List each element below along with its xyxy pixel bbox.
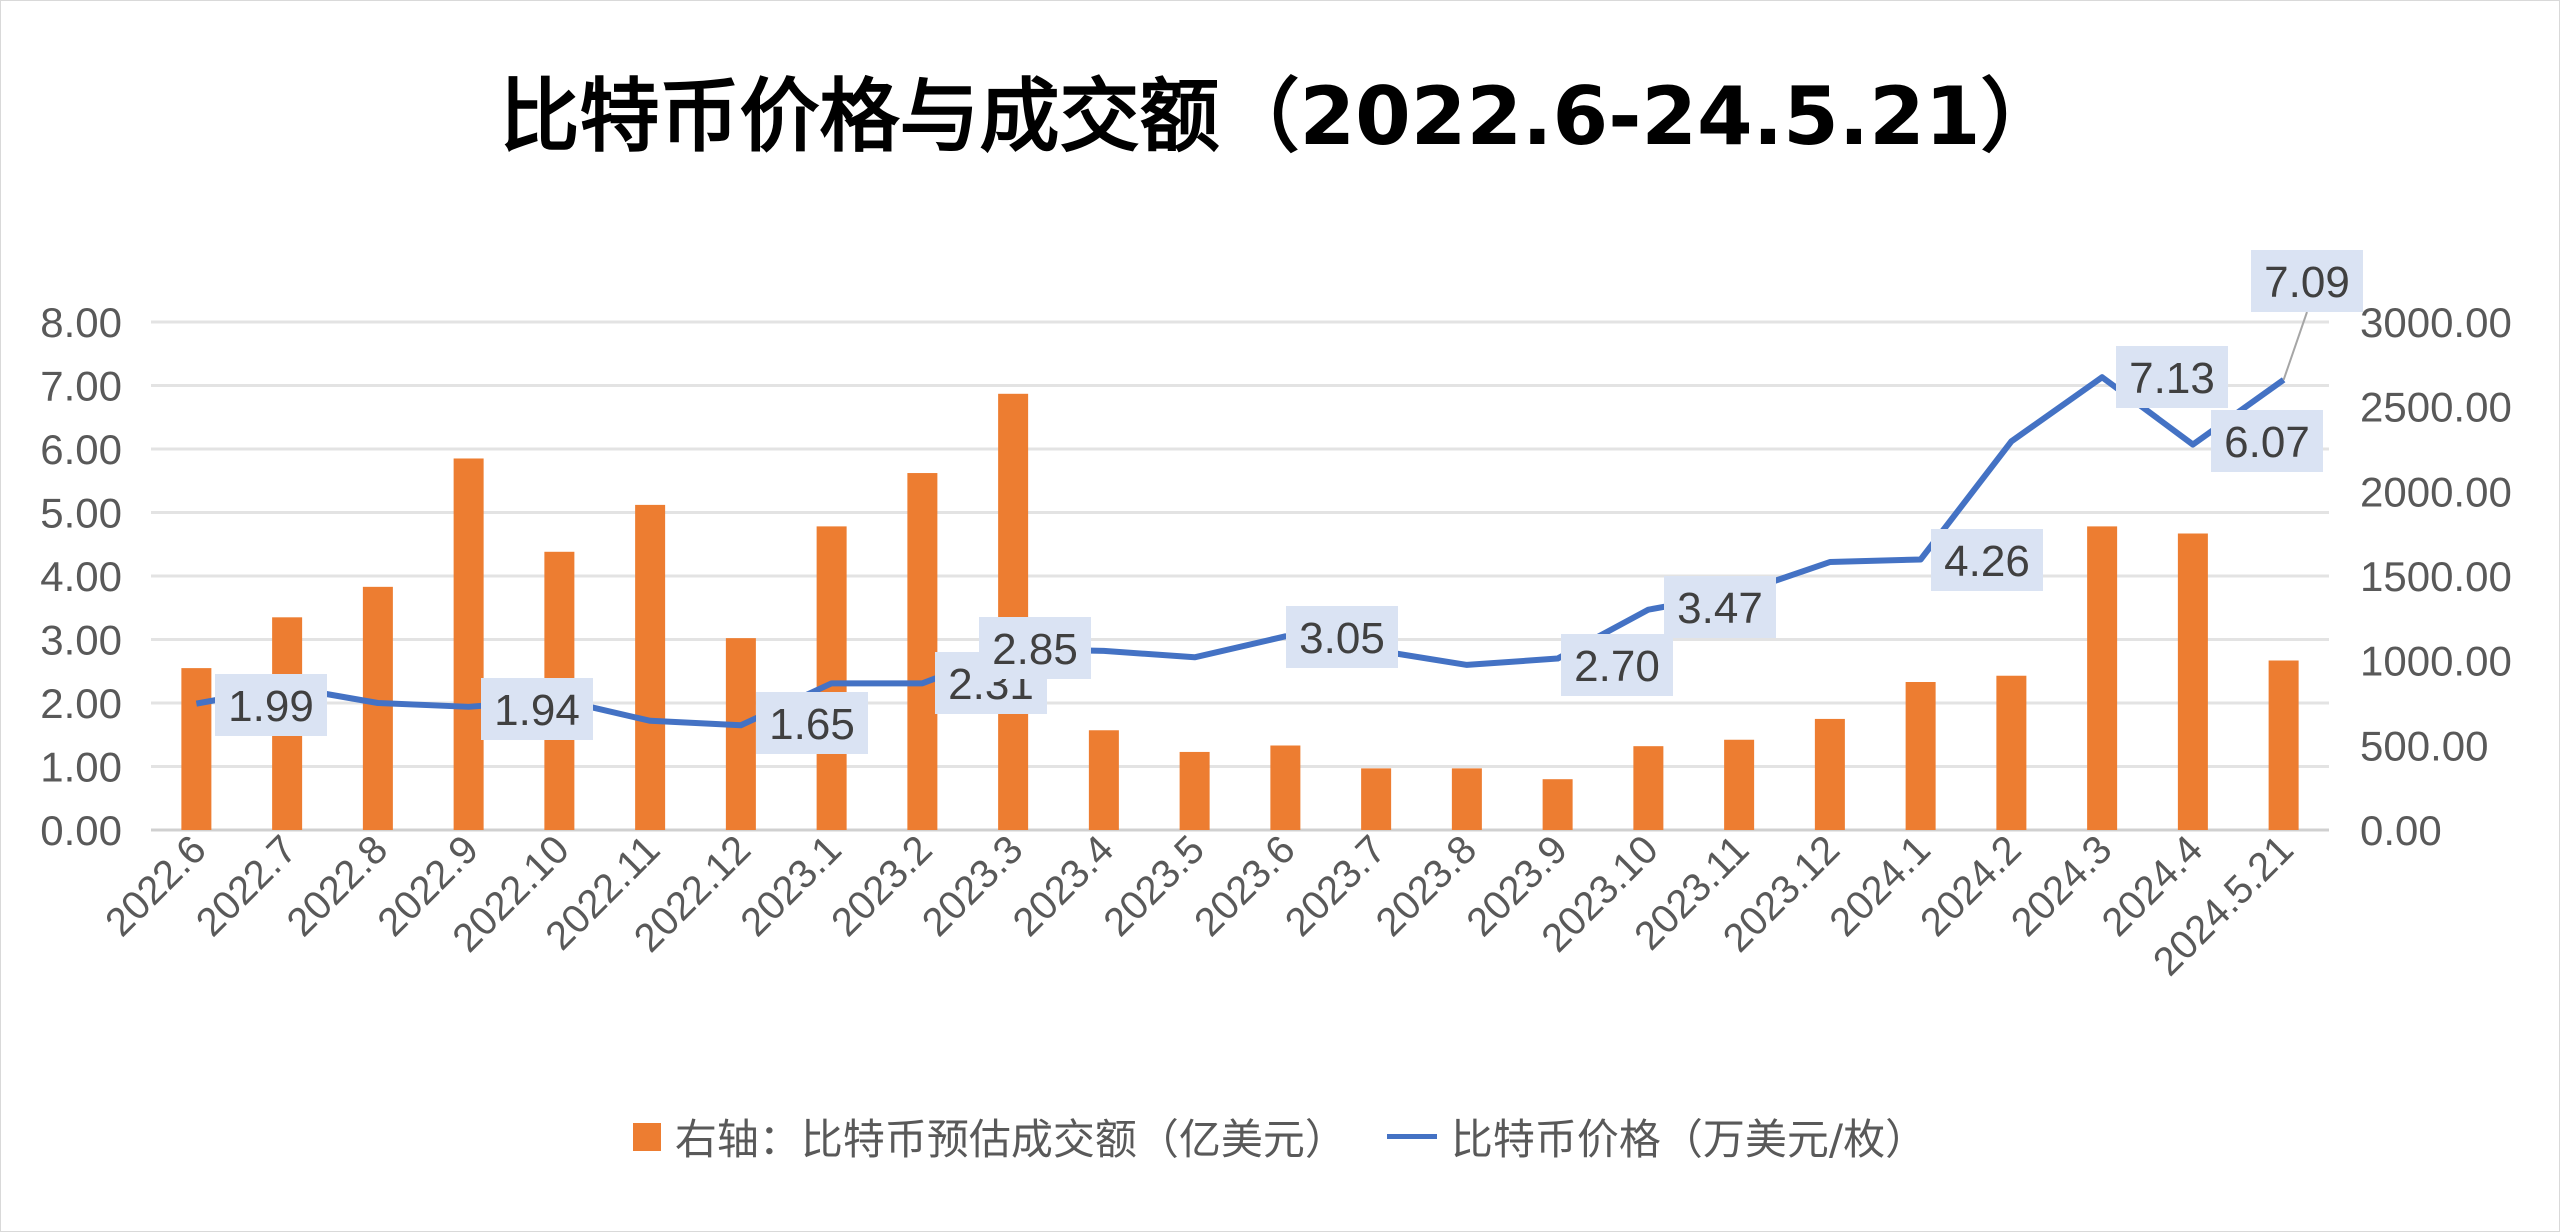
x-axis-tick: 2024.1 (1821, 827, 1939, 945)
right-axis-tick: 2500.00 (2360, 384, 2512, 431)
volume-bar (725, 638, 756, 830)
volume-bar (1179, 751, 1210, 830)
data-label: 6.07 (2224, 418, 2310, 467)
x-axis-tick: 2023.6 (1186, 827, 1304, 945)
data-label-box (1286, 606, 1398, 668)
volume-bar (1724, 739, 1755, 830)
legend-label-volume: 右轴：比特币预估成交额（亿美元） (674, 1115, 1347, 1164)
volume-bar (1633, 746, 1664, 830)
right-axis-tick: 500.00 (2360, 722, 2488, 769)
left-axis-tick: 1.00 (40, 744, 122, 791)
left-axis-tick: 6.00 (40, 426, 122, 473)
x-axis-tick: 2023.3 (914, 827, 1032, 945)
data-label: 3.47 (1677, 584, 1763, 633)
data-label: 2.85 (992, 625, 1078, 674)
left-axis-tick: 3.00 (40, 617, 122, 664)
x-axis-tick: 2022.8 (279, 827, 397, 945)
right-axis-tick: 2000.00 (2360, 468, 2512, 515)
legend-swatch-volume (632, 1122, 661, 1151)
data-label-box (215, 674, 327, 736)
data-label: 3.05 (1299, 614, 1385, 663)
data-label-box (1664, 576, 1776, 638)
left-axis-tick: 2.00 (40, 680, 122, 727)
data-label-box (2116, 346, 2228, 408)
right-axis-tick: 0.00 (2360, 807, 2442, 854)
x-axis-tick: 2024.3 (2003, 827, 2121, 945)
x-axis-tick: 2023.1 (732, 827, 850, 945)
volume-bar (816, 526, 847, 830)
legend-swatch-price (1386, 1134, 1437, 1139)
data-label-box (979, 617, 1091, 679)
data-label: 4.26 (1944, 537, 2030, 586)
x-axis-tick: 2023.5 (1095, 827, 1213, 945)
volume-bar (1996, 675, 2027, 830)
data-label: 7.09 (2264, 258, 2350, 307)
data-label-box (1931, 529, 2043, 591)
volume-bar (2087, 526, 2118, 830)
volume-bar (1361, 768, 1392, 830)
data-label-box (2251, 250, 2363, 312)
volume-bar (1905, 682, 1936, 830)
volume-bar (1270, 745, 1301, 830)
leader-line (2282, 311, 2308, 381)
x-axis-tick: 2022.7 (188, 827, 306, 945)
chart-title: 比特币价格与成交额（2022.6-24.5.21） (499, 70, 2061, 163)
data-label-box (756, 692, 868, 754)
data-label-box (1561, 634, 1673, 696)
right-axis-tick: 1500.00 (2360, 553, 2512, 600)
volume-bar (362, 586, 393, 830)
volume-bar (2177, 533, 2208, 830)
volume-bar (998, 393, 1029, 830)
data-label: 1.65 (769, 700, 855, 749)
left-axis-tick: 0.00 (40, 807, 122, 854)
volume-bar (1088, 730, 1119, 830)
volume-bar (1451, 768, 1482, 830)
x-axis-tick: 2023.8 (1368, 827, 1486, 945)
left-axis-tick: 8.00 (40, 299, 122, 346)
left-axis-tick: 4.00 (40, 553, 122, 600)
data-label: 7.13 (2129, 354, 2215, 403)
volume-bar (2268, 660, 2299, 830)
data-label: 2.70 (1574, 642, 1660, 691)
right-axis-tick: 1000.00 (2360, 638, 2512, 685)
volume-bar (1542, 779, 1573, 830)
x-axis-tick: 2023.2 (823, 827, 941, 945)
data-label: 1.94 (494, 686, 580, 735)
right-axis-tick: 3000.00 (2360, 299, 2512, 346)
left-axis-tick: 7.00 (40, 363, 122, 410)
x-axis-tick: 2023.4 (1005, 827, 1123, 945)
volume-bar (1814, 718, 1845, 830)
volume-bar (635, 504, 666, 830)
volume-bar (453, 458, 484, 830)
left-axis-tick: 5.00 (40, 490, 122, 537)
data-label: 1.99 (228, 682, 314, 731)
x-axis-tick: 2023.7 (1277, 827, 1395, 945)
volume-bar (907, 473, 938, 830)
data-label-box (481, 678, 593, 740)
x-axis-tick: 2024.2 (1912, 827, 2030, 945)
legend-label-price: 比特币价格（万美元/枚） (1450, 1115, 1928, 1164)
data-label-box (2211, 410, 2323, 472)
volume-bar (181, 668, 212, 830)
legend: 右轴：比特币预估成交额（亿美元） 比特币价格（万美元/枚） (0, 1106, 2560, 1167)
